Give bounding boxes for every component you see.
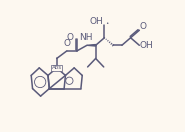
Text: O: O [140, 22, 147, 31]
Text: OH: OH [89, 17, 103, 26]
Polygon shape [87, 44, 96, 46]
Text: OH: OH [140, 41, 154, 50]
Text: Abs: Abs [52, 65, 62, 70]
Text: NH: NH [80, 33, 93, 42]
Text: O: O [67, 33, 74, 42]
Text: •: • [105, 21, 109, 26]
Text: O: O [63, 39, 70, 48]
